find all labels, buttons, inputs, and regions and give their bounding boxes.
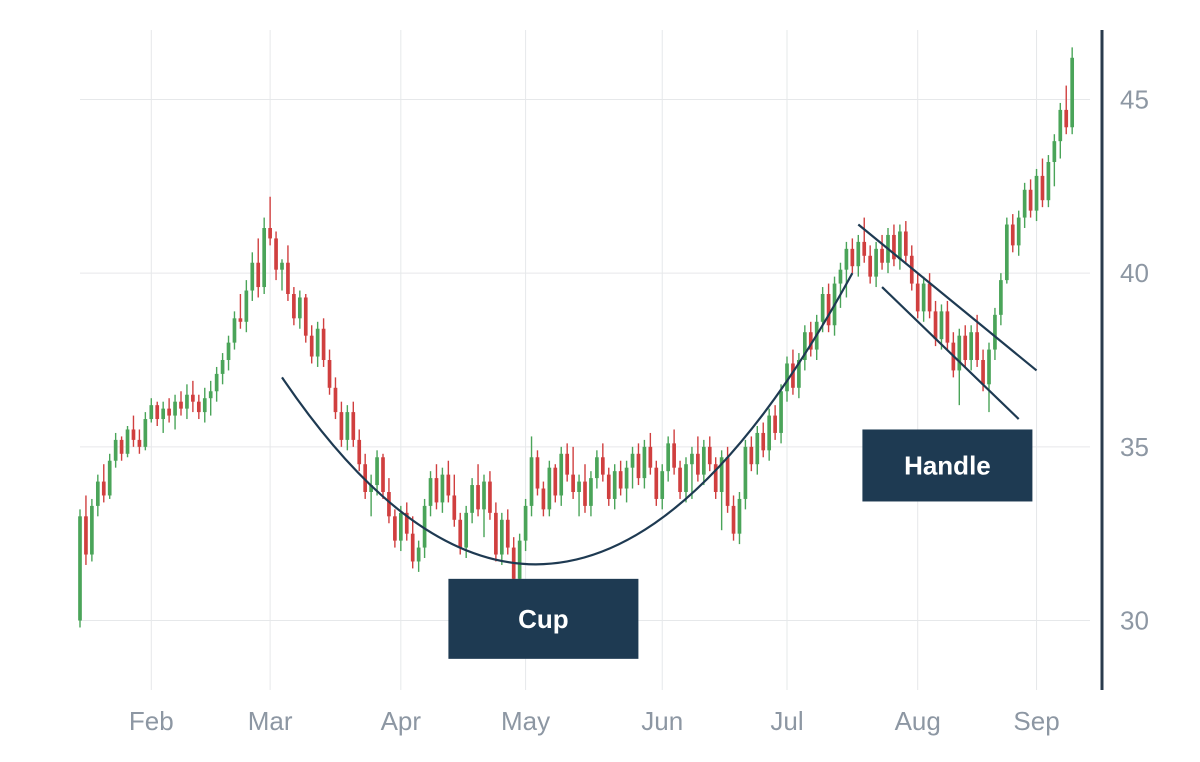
handle-label: Handle: [862, 429, 1032, 501]
y-tick-label: 35: [1120, 432, 1149, 462]
y-tick-label: 45: [1120, 84, 1149, 114]
x-tick-label: Feb: [129, 706, 174, 736]
candlestick-chart: Cup Handle 30 35 40 45 Feb Mar Apr May Jun Jul Aug Se…: [0, 0, 1200, 762]
chart-svg: Cup Handle 30 35 40 45 Feb Mar Apr May Jun Jul Aug Se…: [0, 0, 1200, 762]
y-tick-label: 40: [1120, 258, 1149, 288]
x-tick-label: Apr: [381, 706, 422, 736]
svg-text:Handle: Handle: [904, 450, 991, 480]
x-tick-label: May: [501, 706, 550, 736]
svg-text:Cup: Cup: [518, 604, 569, 634]
x-tick-label: Jun: [641, 706, 683, 736]
x-tick-label: Sep: [1013, 706, 1059, 736]
y-tick-label: 30: [1120, 606, 1149, 636]
cup-label: Cup: [448, 579, 638, 659]
x-tick-label: Jul: [770, 706, 803, 736]
x-tick-label: Mar: [248, 706, 293, 736]
x-tick-label: Aug: [895, 706, 941, 736]
